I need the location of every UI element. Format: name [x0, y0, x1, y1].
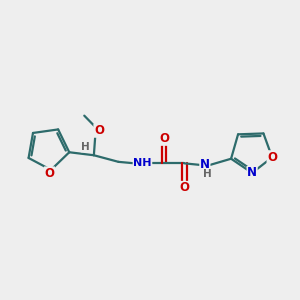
Text: H: H	[203, 169, 212, 179]
Text: O: O	[267, 151, 277, 164]
Text: N: N	[200, 158, 210, 171]
Text: N: N	[247, 167, 257, 179]
Text: NH: NH	[133, 158, 152, 168]
Text: H: H	[81, 142, 90, 152]
Text: O: O	[159, 132, 169, 145]
Text: O: O	[94, 124, 104, 137]
Text: O: O	[179, 182, 190, 194]
Text: O: O	[44, 167, 55, 180]
